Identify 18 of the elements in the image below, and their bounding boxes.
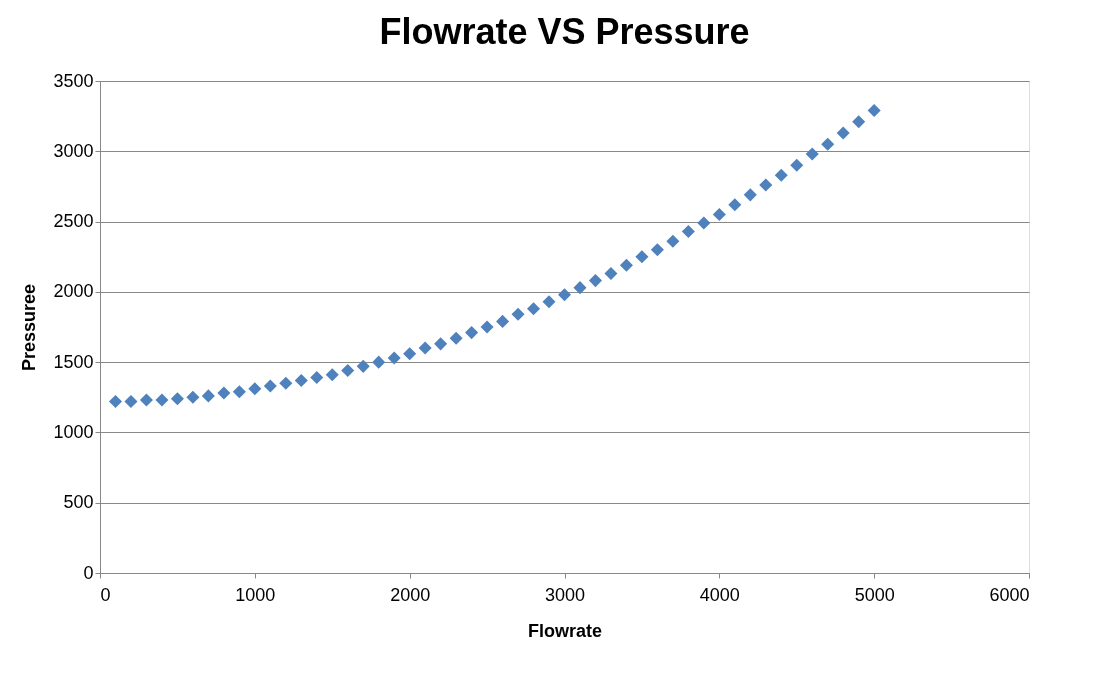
x-axis-title: Flowrate [527,620,603,641]
y-tick-label: 2000 [53,281,94,302]
x-tick-label: 6000 [989,584,1030,605]
y-tick-label: 2500 [53,211,94,232]
x-tick-label: 1000 [235,584,276,605]
y-tick-label: 500 [63,492,94,513]
y-tick-label: 1000 [53,421,94,442]
y-tick-label: 0 [83,562,94,583]
x-tick-label: 3000 [544,584,586,605]
x-tick-label: 2000 [390,584,431,605]
x-tick-label: 5000 [854,584,895,605]
y-tick-label: 3500 [53,70,94,91]
chart-title: Flowrate VS Pressure [379,11,750,52]
x-tick-label: 0 [100,584,111,605]
y-tick-label: 1500 [53,351,94,372]
y-tick-label: 3000 [53,140,94,161]
y-axis-title: Pressuree [19,283,40,372]
x-tick-label: 4000 [699,584,740,605]
